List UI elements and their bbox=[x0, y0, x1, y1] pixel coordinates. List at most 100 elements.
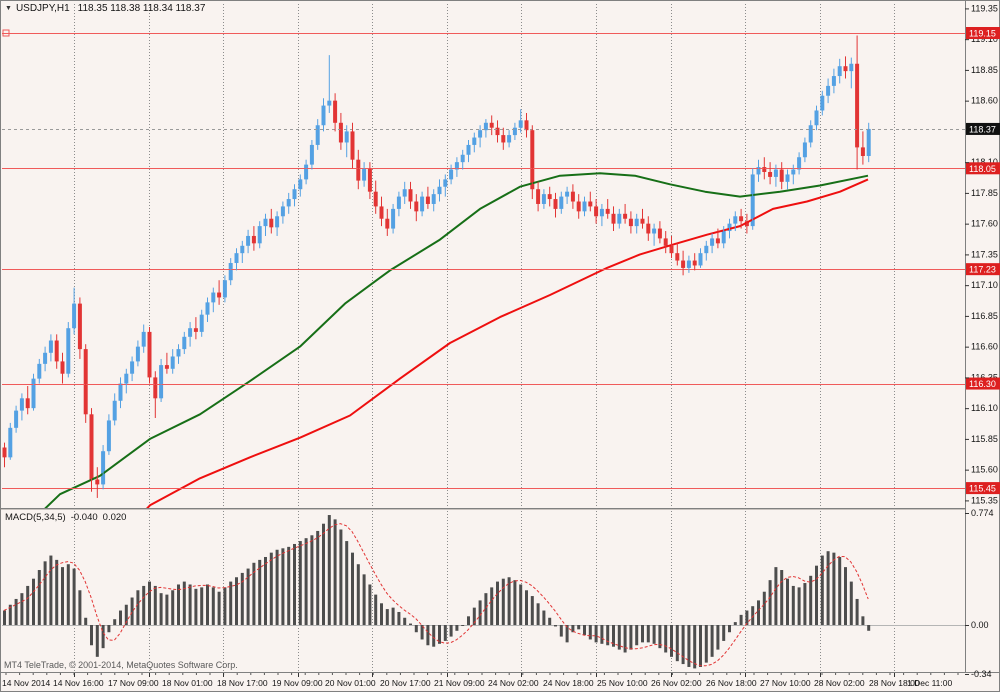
price-badge-label: 117.23 bbox=[969, 265, 996, 275]
ohlc-readout: 118.35 118.38 118.34 118.37 bbox=[77, 3, 206, 14]
price-tick-label: 116.85 bbox=[971, 311, 998, 321]
macd-bar bbox=[693, 625, 697, 669]
macd-bar bbox=[716, 625, 720, 650]
price-tick-label: 118.60 bbox=[971, 96, 998, 106]
date-label: 28 Nov 02:00 bbox=[814, 678, 865, 688]
macd-bar bbox=[728, 625, 731, 633]
macd-bar bbox=[119, 610, 122, 625]
macd-bar bbox=[855, 598, 859, 625]
macd-bar bbox=[849, 581, 853, 625]
macd-bar bbox=[577, 625, 581, 630]
macd-bar bbox=[26, 585, 30, 625]
macd-bar bbox=[188, 584, 192, 625]
price-badge bbox=[966, 377, 1000, 390]
macd-bar bbox=[745, 610, 749, 625]
macd-bar bbox=[571, 625, 575, 633]
macd-bar bbox=[49, 555, 53, 625]
macd-tick-label: -0.34 bbox=[971, 669, 992, 679]
price-tick-label: 118.85 bbox=[971, 65, 998, 75]
date-label: 18 Nov 17:00 bbox=[217, 678, 268, 688]
macd-bar bbox=[316, 530, 320, 625]
macd-bar bbox=[142, 585, 146, 625]
macd-bar bbox=[217, 591, 221, 625]
time-axis[interactable]: 14 Nov 2014 14 Nov 16:00 17 Nov 09:00 18 No… bbox=[2, 678, 952, 688]
macd-bar bbox=[530, 596, 534, 625]
price-badge bbox=[966, 122, 1000, 135]
date-label: 17 Nov 09:00 bbox=[108, 678, 159, 688]
macd-bar bbox=[304, 538, 308, 625]
collapse-arrow-icon[interactable]: ▼ bbox=[5, 5, 12, 12]
chart-title: ▼ USDJPY,H1 118.35 118.38 118.34 118.37 bbox=[5, 3, 205, 14]
macd-bar bbox=[733, 622, 737, 625]
date-label: 18 Nov 01:00 bbox=[162, 678, 213, 688]
macd-bar bbox=[478, 600, 482, 625]
macd-bar bbox=[670, 625, 673, 657]
date-label: 20 Nov 17:00 bbox=[380, 678, 431, 688]
macd-bar bbox=[72, 568, 76, 625]
macd-bar bbox=[791, 585, 795, 625]
macd-bar bbox=[368, 584, 372, 625]
macd-bar bbox=[809, 575, 813, 625]
macd-signal-value: 0.020 bbox=[102, 512, 127, 523]
macd-bar bbox=[681, 625, 685, 665]
date-label: 26 Nov 18:00 bbox=[706, 678, 757, 688]
macd-tick-label: 0.774 bbox=[971, 508, 994, 518]
macd-bar bbox=[327, 515, 331, 625]
macd-bar bbox=[861, 616, 865, 625]
symbol-period-label: USDJPY,H1 bbox=[15, 3, 70, 14]
price-tick-label: 115.85 bbox=[971, 434, 998, 444]
macd-bar bbox=[606, 625, 610, 646]
macd-bar bbox=[623, 625, 627, 653]
macd-bar bbox=[20, 593, 24, 625]
price-axis[interactable]: 119.35 119.10 118.85 118.60 118.10 117.85 117.… bbox=[966, 3, 1000, 679]
macd-bar bbox=[617, 625, 621, 650]
macd-bar bbox=[600, 625, 604, 644]
macd-bar bbox=[838, 556, 842, 625]
price-tick-label: 117.10 bbox=[971, 280, 998, 290]
price-tick-label: 119.35 bbox=[971, 3, 998, 13]
macd-bar bbox=[751, 606, 755, 625]
macd-bar bbox=[687, 625, 691, 667]
price-tick-label: 116.60 bbox=[971, 342, 998, 352]
macd-bar bbox=[420, 625, 424, 640]
macd-bar bbox=[519, 584, 523, 625]
macd-bar bbox=[130, 597, 134, 625]
date-label: 20 Nov 01:00 bbox=[325, 678, 376, 688]
macd-bar bbox=[380, 603, 383, 625]
price-badge bbox=[966, 263, 1000, 276]
macd-bar bbox=[496, 581, 499, 625]
macd-bar bbox=[165, 594, 169, 625]
macd-bar bbox=[588, 625, 592, 640]
macd-bar bbox=[803, 583, 807, 625]
macd-bar bbox=[513, 580, 517, 625]
date-label: 21 Nov 09:00 bbox=[434, 678, 485, 688]
macd-bar bbox=[200, 587, 204, 625]
date-label: 27 Nov 10:00 bbox=[760, 678, 811, 688]
price-badge bbox=[966, 482, 1000, 495]
price-badge-label: 115.45 bbox=[969, 484, 996, 494]
macd-bar bbox=[182, 581, 186, 625]
date-label: 24 Nov 02:00 bbox=[488, 678, 539, 688]
macd-indicator-label: MACD(5,34,5) -0.040 0.020 bbox=[5, 512, 131, 523]
macd-bar bbox=[472, 607, 476, 625]
macd-bar bbox=[403, 617, 407, 625]
macd-bar bbox=[136, 590, 140, 625]
macd-bar bbox=[554, 625, 557, 627]
date-label: 28 Nov 18:00 bbox=[869, 678, 920, 688]
macd-bar bbox=[762, 591, 766, 625]
macd-bar bbox=[90, 625, 93, 646]
macd-bar bbox=[641, 625, 644, 643]
macd-bar bbox=[525, 590, 528, 625]
date-label: 24 Nov 18:00 bbox=[543, 678, 594, 688]
macd-bar bbox=[699, 625, 702, 667]
price-badge bbox=[966, 27, 1000, 39]
macd-bar bbox=[507, 577, 511, 625]
macd-bar bbox=[95, 625, 99, 657]
date-label: 14 Nov 2014 bbox=[2, 678, 50, 688]
date-label: 19 Nov 09:00 bbox=[272, 678, 323, 688]
macd-bar bbox=[78, 590, 82, 625]
macd-bar bbox=[815, 565, 818, 625]
macd-bar bbox=[484, 593, 488, 625]
price-tick-label: 116.10 bbox=[971, 403, 998, 413]
